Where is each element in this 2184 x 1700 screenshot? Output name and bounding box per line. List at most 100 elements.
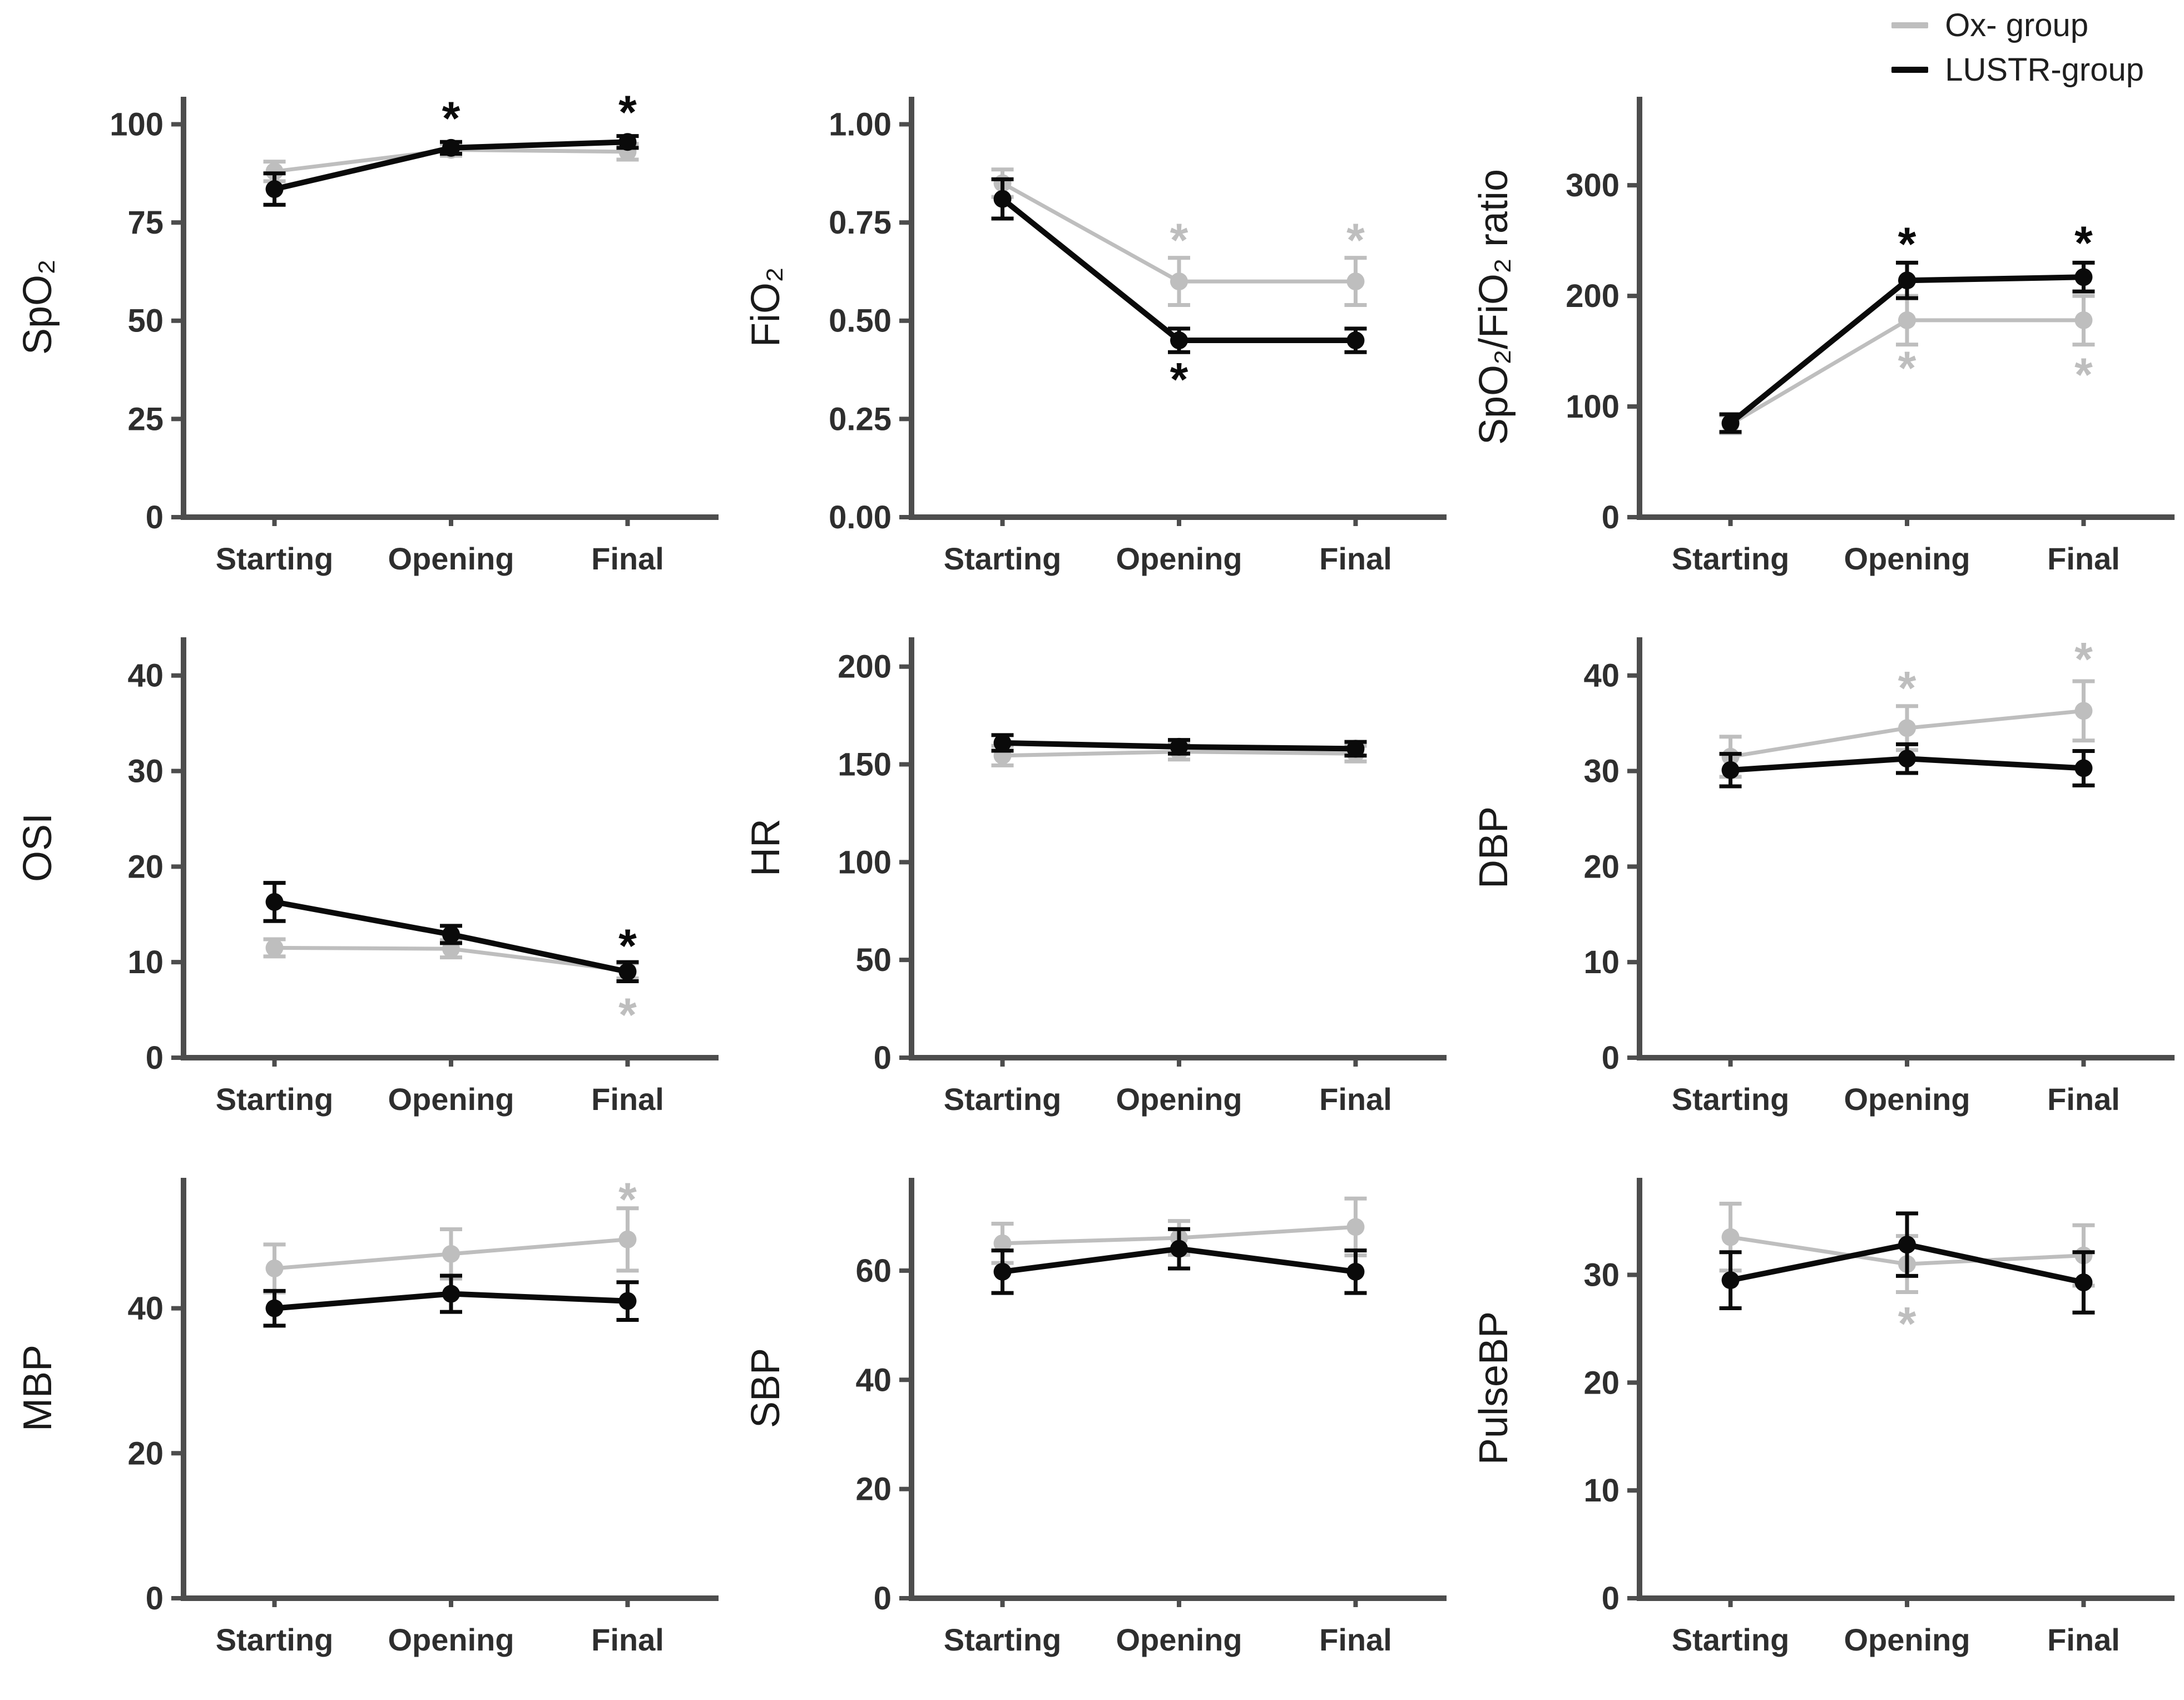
svg-text:Opening: Opening: [388, 541, 514, 576]
svg-text:Final: Final: [2047, 541, 2120, 576]
legend-item-ox-group: Ox- group: [1891, 8, 2144, 43]
svg-text:40: 40: [1583, 658, 1620, 694]
svg-text:0: 0: [146, 1580, 164, 1617]
svg-text:10: 10: [127, 944, 164, 980]
svg-text:*: *: [618, 86, 637, 138]
svg-text:SpO₂: SpO₂: [16, 259, 60, 355]
svg-text:*: *: [2074, 633, 2093, 685]
svg-text:20: 20: [1583, 849, 1620, 885]
svg-text:20: 20: [1583, 1365, 1620, 1401]
lustr-group-line-swatch: [1891, 67, 1929, 73]
svg-text:60: 60: [855, 1253, 892, 1289]
chart-pulsebp: 0 10 20 30 Starting Opening Final PulseBP *: [1472, 1178, 2175, 1657]
svg-text:Starting: Starting: [1672, 1082, 1790, 1117]
svg-text:0.50: 0.50: [829, 303, 892, 339]
svg-text:Opening: Opening: [1116, 541, 1242, 576]
svg-text:0: 0: [1602, 1580, 1620, 1617]
svg-text:*: *: [618, 920, 637, 972]
svg-text:*: *: [2074, 217, 2093, 269]
svg-text:0: 0: [146, 499, 164, 536]
svg-text:Opening: Opening: [1844, 1622, 1970, 1657]
svg-text:Opening: Opening: [388, 1082, 514, 1117]
svg-text:Opening: Opening: [1116, 1622, 1242, 1657]
ox-group-line-swatch: [1891, 22, 1929, 29]
svg-text:25: 25: [127, 401, 164, 437]
svg-text:0.25: 0.25: [829, 401, 892, 437]
svg-text:Final: Final: [591, 541, 664, 576]
svg-text:*: *: [1898, 662, 1916, 714]
svg-text:75: 75: [127, 205, 164, 241]
svg-text:*: *: [2074, 348, 2093, 400]
svg-text:100: 100: [838, 844, 892, 880]
svg-text:30: 30: [127, 754, 164, 790]
svg-text:*: *: [442, 92, 460, 144]
svg-text:0.75: 0.75: [829, 205, 892, 241]
svg-text:Final: Final: [1319, 541, 1392, 576]
svg-text:0: 0: [1602, 1040, 1620, 1076]
svg-text:Starting: Starting: [1672, 541, 1790, 576]
svg-text:0.00: 0.00: [829, 499, 892, 536]
svg-text:50: 50: [855, 942, 892, 978]
svg-text:Starting: Starting: [216, 541, 334, 576]
svg-text:0: 0: [874, 1040, 892, 1076]
svg-text:10: 10: [1583, 1473, 1620, 1509]
svg-text:SpO₂/FiO₂ ratio: SpO₂/FiO₂ ratio: [1472, 169, 1516, 445]
legend-label-lustr-group: LUSTR-group: [1945, 51, 2144, 88]
svg-text:Starting: Starting: [1672, 1622, 1790, 1657]
svg-text:FiO₂: FiO₂: [744, 267, 788, 347]
chart-osi: 0 10 20 30 40 Starting Opening Final OSI * *: [16, 637, 719, 1117]
legend: Ox- group LUSTR-group: [1891, 8, 2144, 88]
svg-text:20: 20: [127, 849, 164, 885]
chart-hr: 0 50 100 150 200 Starting Opening Final HR: [744, 637, 1447, 1117]
svg-text:Opening: Opening: [388, 1622, 514, 1657]
svg-text:1.00: 1.00: [829, 106, 892, 142]
svg-text:*: *: [1346, 214, 1365, 266]
svg-text:Opening: Opening: [1844, 541, 1970, 576]
svg-text:SBP: SBP: [744, 1348, 788, 1428]
svg-text:40: 40: [127, 658, 164, 694]
svg-text:Starting: Starting: [944, 1082, 1062, 1117]
svg-text:100: 100: [110, 106, 164, 142]
svg-text:100: 100: [1566, 389, 1620, 425]
svg-text:200: 200: [838, 649, 892, 685]
chart-sbp: 0 20 40 60 Starting Opening Final SBP: [744, 1178, 1447, 1657]
svg-text:200: 200: [1566, 278, 1620, 314]
svg-text:*: *: [1898, 341, 1916, 394]
svg-text:HR: HR: [744, 819, 788, 876]
svg-text:Starting: Starting: [216, 1082, 334, 1117]
chart-spo2: 0 25 50 75 100 Starting Opening Final SpO₂ * *: [16, 86, 719, 576]
svg-text:Starting: Starting: [944, 541, 1062, 576]
svg-text:Final: Final: [591, 1082, 664, 1117]
svg-text:*: *: [618, 988, 637, 1040]
svg-text:40: 40: [127, 1291, 164, 1327]
svg-text:Final: Final: [1319, 1622, 1392, 1657]
chart-mbp: 0 20 40 Starting Opening Final MBP *: [16, 1173, 719, 1657]
svg-text:Final: Final: [2047, 1622, 2120, 1657]
svg-text:Opening: Opening: [1844, 1082, 1970, 1117]
svg-text:DBP: DBP: [1472, 806, 1516, 889]
chart-dbp: 0 10 20 30 40 Starting Opening Final DBP * *: [1472, 633, 2175, 1117]
chart-spo2-fio2-ratio: 0 100 200 300 Starting Opening Final SpO₂/FiO₂ …: [1472, 97, 2175, 576]
svg-text:MBP: MBP: [16, 1345, 60, 1431]
chart-fio2: 0.00 0.25 0.50 0.75 1.00 Starting Opening Final…: [744, 97, 1447, 576]
svg-text:Final: Final: [1319, 1082, 1392, 1117]
svg-text:30: 30: [1583, 1257, 1620, 1293]
svg-text:Final: Final: [591, 1622, 664, 1657]
legend-label-ox-group: Ox- group: [1945, 7, 2089, 43]
svg-text:OSI: OSI: [16, 813, 60, 882]
svg-text:0: 0: [1602, 499, 1620, 536]
svg-text:*: *: [1898, 1297, 1916, 1350]
svg-text:*: *: [1170, 214, 1188, 266]
svg-text:Final: Final: [2047, 1082, 2120, 1117]
svg-text:Opening: Opening: [1116, 1082, 1242, 1117]
svg-text:50: 50: [127, 303, 164, 339]
charts-grid: 0 25 50 75 100 Starting Opening Final SpO₂ * * 0.0…: [0, 78, 2184, 1693]
svg-text:Starting: Starting: [944, 1622, 1062, 1657]
svg-text:*: *: [1898, 218, 1916, 270]
legend-item-lustr-group: LUSTR-group: [1891, 52, 2144, 88]
svg-text:0: 0: [146, 1040, 164, 1076]
svg-text:150: 150: [838, 747, 892, 783]
svg-text:40: 40: [855, 1362, 892, 1398]
svg-text:*: *: [618, 1173, 637, 1226]
svg-text:20: 20: [855, 1471, 892, 1508]
